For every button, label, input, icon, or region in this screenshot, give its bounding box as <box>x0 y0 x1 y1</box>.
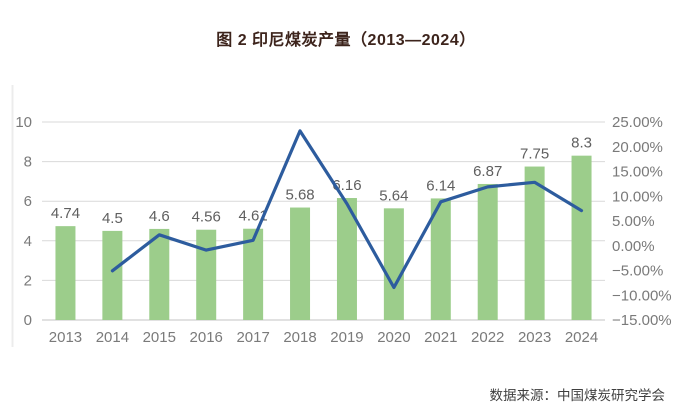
x-axis-label: 2018 <box>283 329 316 346</box>
bar-2014 <box>102 230 123 320</box>
bar-data-label: 4.74 <box>51 205 80 222</box>
bar-data-label: 4.5 <box>102 210 123 227</box>
right-axis-tick-label: 5.00% <box>612 213 655 230</box>
bar-data-label: 5.68 <box>285 187 314 204</box>
right-axis-tick-label: 15.00% <box>612 164 663 181</box>
bar-data-label: 5.64 <box>379 187 408 204</box>
bar-2017 <box>243 228 264 320</box>
x-axis-label: 2021 <box>424 329 457 346</box>
bar-2016 <box>196 229 217 320</box>
right-axis-tick-label: 0.00% <box>612 238 655 255</box>
left-axis-tick-label: 8 <box>24 154 32 171</box>
bar-2015 <box>149 228 170 320</box>
left-axis-tick-label: 2 <box>24 272 32 289</box>
left-axis-tick-label: 10 <box>15 114 32 131</box>
bar-2019 <box>336 198 357 320</box>
right-axis-tick-label: −15.00% <box>612 312 672 329</box>
x-axis-label: 2016 <box>190 329 223 346</box>
bar-data-label: 8.3 <box>571 135 592 152</box>
x-axis-label: 2013 <box>49 329 82 346</box>
bar-data-label: 4.56 <box>192 209 221 226</box>
x-axis-label: 2015 <box>143 329 176 346</box>
x-axis-label: 2014 <box>96 329 129 346</box>
x-axis-label: 2017 <box>236 329 269 346</box>
growth-rate-line <box>110 129 584 290</box>
x-axis-label: 2023 <box>518 329 551 346</box>
bar-data-label: 6.14 <box>426 177 455 194</box>
right-axis-tick-label: 10.00% <box>612 188 663 205</box>
right-axis-tick-label: 25.00% <box>612 114 663 131</box>
left-axis-tick-label: 4 <box>24 233 32 250</box>
chart-title: 图 2 印尼煤炭产量（2013—2024） <box>216 32 476 49</box>
x-axis-label: 2022 <box>471 329 504 346</box>
bar-data-label: 6.87 <box>473 163 502 180</box>
coal-production-chart: 10 8 6 4 2 0 25.00% 20.00% 15.00% 10.00% 5.00% 0.00… <box>0 85 692 365</box>
bar-2013 <box>55 226 76 320</box>
right-axis-tick-label: −5.00% <box>612 263 663 280</box>
right-axis-tick-label: 20.00% <box>612 139 663 156</box>
bar-data-label: 4.6 <box>149 208 170 225</box>
bar-2024 <box>571 155 592 320</box>
bar-2023 <box>524 166 545 320</box>
bar-data-label: 7.75 <box>520 146 549 163</box>
data-source-note: 数据来源：中国煤炭研究学会 <box>489 388 666 403</box>
bar-2020 <box>383 208 404 320</box>
bar-2018 <box>290 207 311 320</box>
x-axis-label: 2019 <box>330 329 363 346</box>
bar-2021 <box>430 198 451 320</box>
bar-2022 <box>477 183 498 320</box>
x-axis-label: 2024 <box>565 329 598 346</box>
left-axis-tick-label: 0 <box>24 312 32 329</box>
x-axis-label: 2020 <box>377 329 410 346</box>
chart-plot-area: 10 8 6 4 2 0 25.00% 20.00% 15.00% 10.00% 5.00% 0.00… <box>11 85 672 347</box>
right-axis-tick-label: −10.00% <box>612 287 672 304</box>
left-axis-tick-label: 6 <box>24 193 32 210</box>
